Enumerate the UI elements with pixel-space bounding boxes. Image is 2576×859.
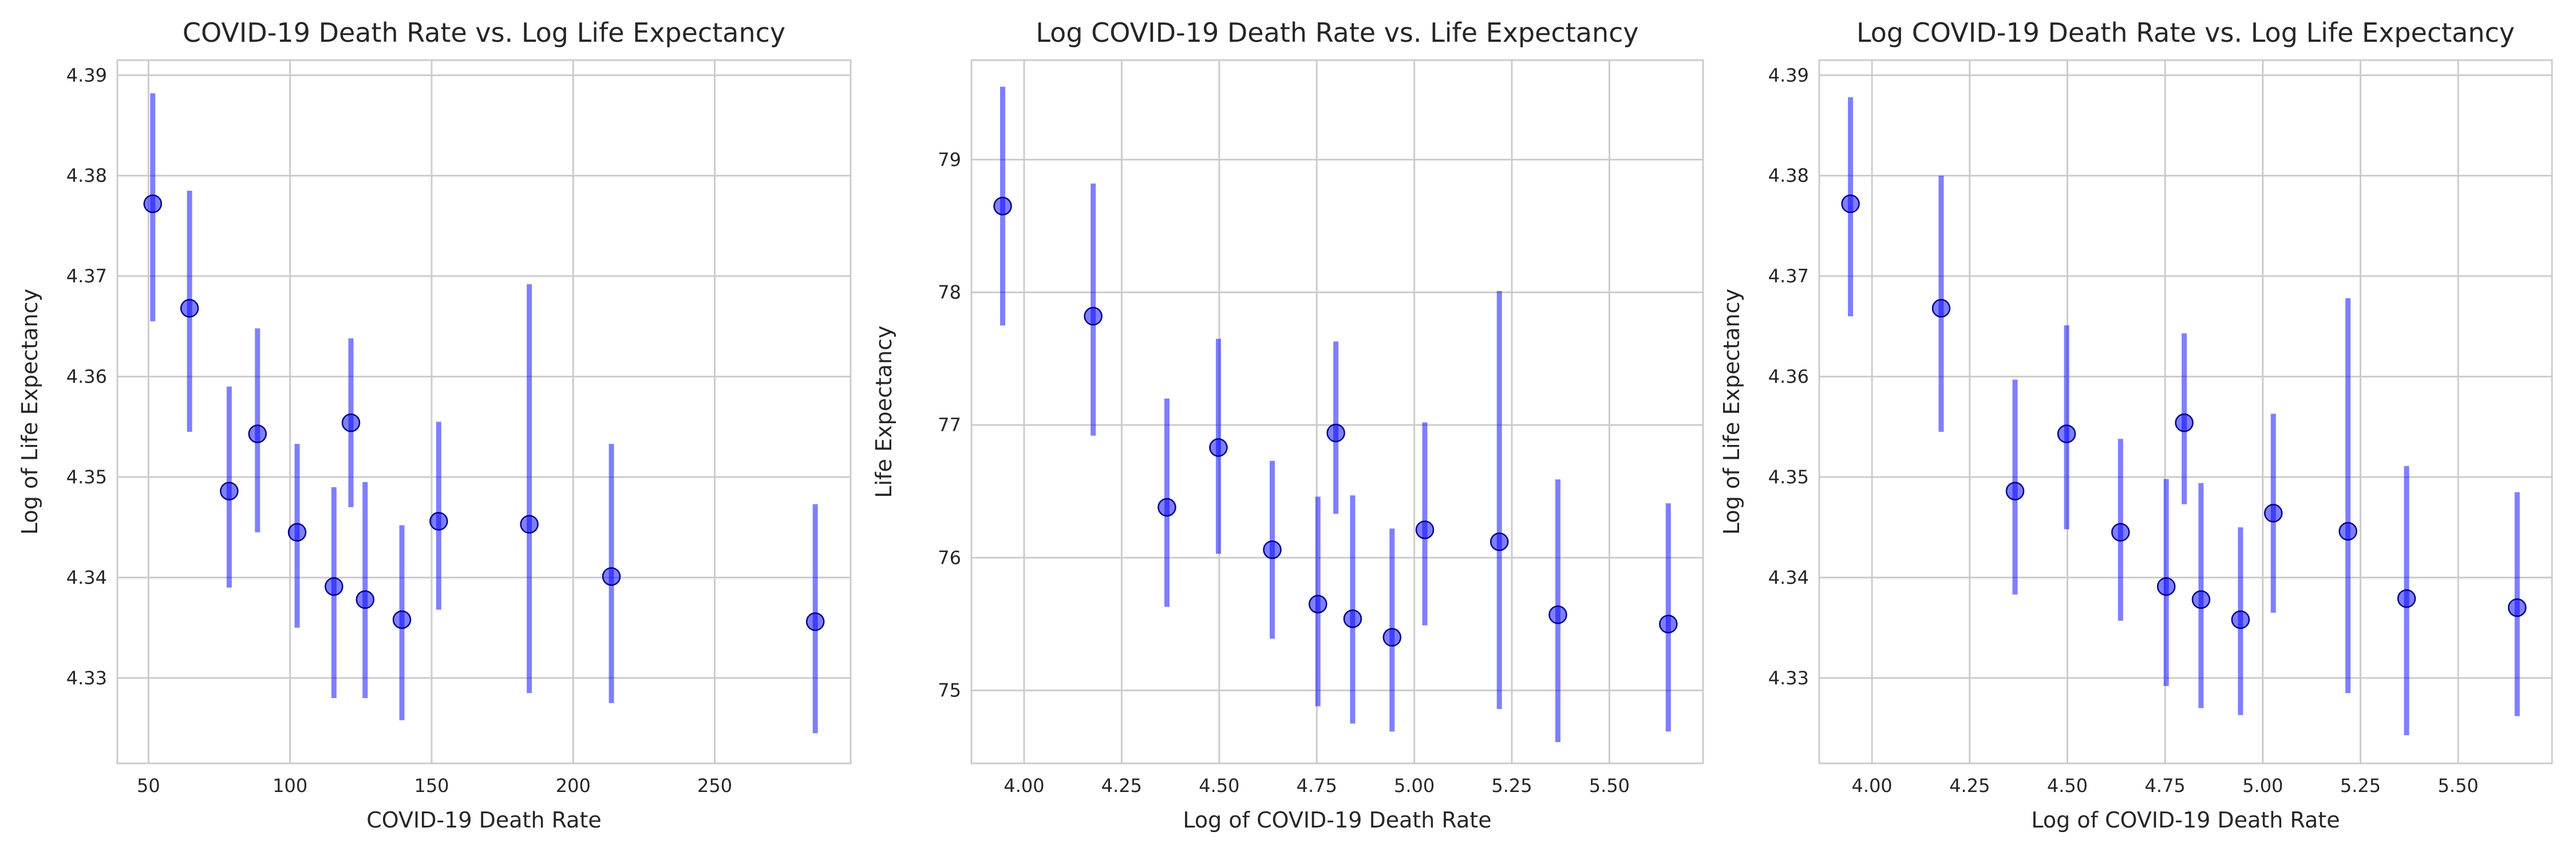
data-point: [2156, 577, 2176, 596]
x-tick-label: 5.00: [1394, 775, 1435, 797]
plot-frame: [1818, 59, 2553, 765]
y-axis-label: Log of Life Expectancy: [1719, 289, 1744, 535]
y-tick-label: 4.38: [1768, 165, 1809, 187]
x-tick-label: 4.00: [1852, 775, 1893, 797]
data-point: [1343, 609, 1362, 628]
y-tick-label: 4.39: [66, 64, 107, 86]
x-tick-label: 5.25: [1491, 775, 1532, 797]
data-point: [1548, 605, 1567, 624]
y-tick-label: 78: [938, 281, 961, 303]
chart-title: Log COVID-19 Death Rate vs. Log Life Exp…: [1856, 17, 2515, 48]
data-point: [2264, 503, 2283, 523]
data-point: [287, 523, 307, 542]
data-point: [1309, 594, 1327, 614]
x-tick-label: 4.75: [1297, 775, 1337, 797]
y-tick-label: 4.35: [1768, 466, 1809, 488]
y-tick-label: 79: [938, 149, 961, 171]
data-point: [1415, 520, 1435, 539]
x-axis-label: Log of COVID-19 Death Rate: [1183, 807, 1491, 833]
data-point: [1659, 614, 1678, 633]
data-point: [993, 196, 1012, 216]
data-point: [2507, 598, 2527, 617]
x-tick-label: 4.50: [2047, 775, 2088, 797]
x-tick-label: 4.25: [1101, 775, 1142, 797]
x-tick-label: 5.25: [2340, 775, 2381, 797]
data-point: [2057, 424, 2076, 443]
x-tick-label: 100: [272, 775, 307, 797]
data-point: [2397, 589, 2416, 608]
data-point: [180, 299, 199, 318]
y-axis-label: Life Expectancy: [871, 325, 896, 498]
y-tick-label: 4.37: [1768, 265, 1809, 287]
data-point: [1157, 498, 1176, 517]
data-point: [2338, 522, 2357, 541]
y-axis-label: Log of Life Expectancy: [17, 289, 42, 535]
x-tick-label: 150: [414, 775, 449, 797]
chart-title: COVID-19 Death Rate vs. Log Life Expecta…: [183, 17, 785, 48]
data-point: [1209, 438, 1228, 457]
plot-frame: [970, 59, 1704, 765]
y-tick-label: 4.38: [66, 165, 107, 187]
y-tick-label: 4.37: [66, 265, 107, 287]
data-point: [220, 482, 239, 501]
data-point: [392, 610, 412, 629]
x-tick-label: 200: [556, 775, 591, 797]
x-tick-label: 5.50: [1589, 775, 1630, 797]
y-tick-label: 4.34: [66, 566, 107, 588]
data-point: [2005, 482, 2025, 501]
chart-panel-3: 4.00 4.25 4.50 4.75 5.00 5.25 5.50 4.33 4.34 4.35…: [1719, 17, 2553, 833]
data-point: [805, 612, 825, 631]
data-point: [1490, 532, 1509, 551]
data-point: [1263, 540, 1282, 559]
y-tick-label: 76: [938, 547, 961, 569]
data-point: [520, 515, 539, 534]
x-tick-label: 50: [137, 775, 160, 797]
data-point: [325, 577, 343, 596]
chart-panel-1: 50 100 150 200 250 4.33 4.34 4.35 4.36 4.37 4.38 4.…: [17, 17, 852, 833]
data-point: [2191, 590, 2211, 609]
data-point: [1841, 194, 1860, 214]
y-tick-label: 4.36: [1768, 366, 1809, 388]
data-point: [602, 567, 621, 586]
chart-panel-2: 4.00 4.25 4.50 4.75 5.00 5.25 5.50 75 76 77 78 79 Lo…: [871, 17, 1704, 833]
x-tick-label: 5.50: [2438, 775, 2479, 797]
y-tick-label: 4.33: [1768, 667, 1809, 689]
data-point: [1084, 306, 1103, 326]
y-tick-label: 4.33: [66, 667, 107, 689]
y-tick-label: 4.36: [66, 366, 107, 388]
x-tick-label: 5.00: [2242, 775, 2283, 797]
y-tick-label: 75: [938, 680, 961, 702]
x-tick-label: 4.25: [1949, 775, 1990, 797]
data-point: [2231, 610, 2250, 629]
x-tick-label: 250: [697, 775, 732, 797]
data-point: [429, 511, 448, 531]
data-point: [1931, 299, 1951, 318]
data-point: [341, 413, 361, 432]
data-point: [143, 194, 163, 214]
y-tick-label: 4.39: [1768, 64, 1809, 86]
data-point: [248, 424, 267, 443]
x-axis-label: Log of COVID-19 Death Rate: [2031, 807, 2340, 833]
chart-title: Log COVID-19 Death Rate vs. Life Expecta…: [1036, 17, 1638, 48]
y-tick-label: 77: [938, 414, 961, 436]
plot-frame: [116, 59, 852, 765]
data-point: [1382, 628, 1402, 647]
data-point: [1326, 423, 1345, 443]
x-tick-label: 4.75: [2145, 775, 2186, 797]
data-point: [2175, 413, 2194, 432]
x-axis-label: COVID-19 Death Rate: [366, 807, 602, 833]
data-point: [355, 590, 375, 609]
x-tick-label: 4.50: [1199, 775, 1239, 797]
data-point: [2111, 523, 2130, 542]
y-tick-label: 4.35: [66, 466, 107, 488]
y-tick-label: 4.34: [1768, 566, 1809, 588]
x-tick-label: 4.00: [1003, 775, 1044, 797]
